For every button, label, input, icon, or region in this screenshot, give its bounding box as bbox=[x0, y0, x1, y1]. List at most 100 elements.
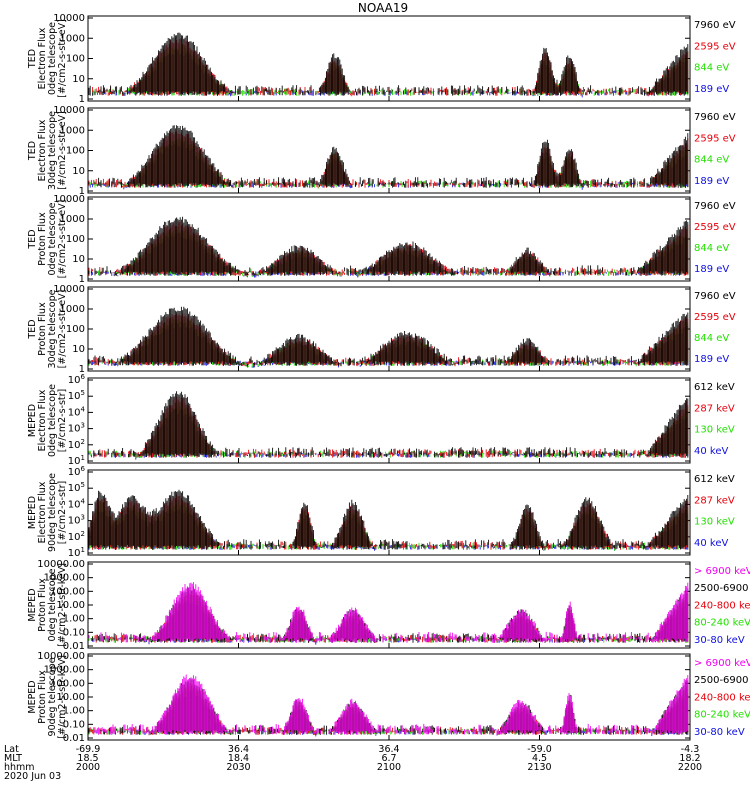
legend-entry: 2500-6900 bbox=[694, 583, 749, 594]
ytick-label: 103 bbox=[68, 514, 85, 527]
series-trace-black bbox=[88, 32, 689, 96]
legend-entry: 2500-6900 bbox=[694, 675, 749, 686]
legend-entry: 612 keV bbox=[694, 474, 735, 485]
ylabel-line: [#/cm2-s-str-eV] bbox=[57, 200, 68, 279]
legend-entry: > 6900 keV bbox=[694, 658, 750, 669]
legend-entry: 80-240 keV bbox=[694, 710, 750, 721]
ylabel-line: MEPED bbox=[27, 588, 38, 621]
series-trace-black bbox=[93, 391, 689, 458]
ylabel-line: 0deg telescope bbox=[47, 568, 58, 641]
legend-entry: 30-80 keV bbox=[694, 635, 745, 646]
xtick-hhmm: 2130 bbox=[527, 762, 551, 773]
ytick-exponent: 4 bbox=[81, 405, 86, 413]
legend-entry: 2595 eV bbox=[694, 41, 736, 52]
plot-title: NOAA19 bbox=[358, 1, 408, 15]
ylabel-line: 0deg telescope bbox=[47, 202, 58, 275]
xtick-mlt: 18.4 bbox=[228, 753, 249, 764]
ytick-label: 10000.00 bbox=[37, 651, 85, 662]
panel-6-ylabel: MEPED Electron Flux 90deg telescope [#/cm2-… bbox=[27, 473, 68, 552]
panel-5-ylabel: MEPED Electron Flux 0deg telescope [#/cm2-s… bbox=[27, 384, 68, 457]
x-row-label: hhmm bbox=[4, 762, 35, 773]
ytick-label: 10000 bbox=[53, 194, 85, 205]
legend-entry: 240-800 keV bbox=[694, 692, 750, 703]
legend-entry: 844 eV bbox=[694, 243, 729, 254]
legend-entry: 189 eV bbox=[694, 84, 729, 95]
series-trace-red bbox=[92, 37, 689, 97]
ytick-exponent: 3 bbox=[81, 422, 85, 430]
panels: TED Electron Flux 0deg telescope [#/cm2-s-s… bbox=[27, 13, 750, 744]
ytick-label: 0.01 bbox=[63, 733, 85, 744]
ytick-label: 1000.00 bbox=[44, 665, 85, 676]
ytick-label: 104 bbox=[68, 497, 86, 510]
legend-entry: 844 eV bbox=[694, 63, 729, 74]
legend-entry: 40 keV bbox=[694, 446, 728, 457]
legend-entry: 130 keV bbox=[694, 517, 735, 528]
ytick-exponent: 1 bbox=[81, 546, 85, 554]
legend-entry: 189 eV bbox=[694, 354, 729, 365]
xtick-mlt: 18.2 bbox=[679, 753, 700, 764]
xtick-hhmm: 2100 bbox=[377, 762, 401, 773]
legend-entry: 844 eV bbox=[694, 333, 729, 344]
panel-2-ylabel: TED Electron Flux 30deg telescope [#/cm2-s-… bbox=[27, 111, 68, 190]
legend-entry: 287 keV bbox=[694, 495, 735, 506]
legend-entry: 2595 eV bbox=[694, 222, 736, 233]
xtick-lat: -69.9 bbox=[76, 744, 101, 755]
x-row-label: 2020 Jun 03 bbox=[4, 771, 61, 782]
ytick-exponent: 6 bbox=[81, 465, 86, 473]
ylabel-line: Proton Flux bbox=[37, 670, 48, 724]
ylabel-line: [#/cm2-s-str-keV] bbox=[57, 563, 68, 647]
panel-1: TED Electron Flux 0deg telescope [#/cm2-s-s… bbox=[27, 13, 736, 105]
panel-frame bbox=[87, 561, 691, 649]
xtick-mlt: 18.5 bbox=[77, 753, 98, 764]
x-row-label: MLT bbox=[4, 753, 22, 764]
ylabel-line: MEPED bbox=[27, 404, 38, 437]
ylabel-line: 0deg telescope bbox=[47, 22, 58, 95]
legend-entry: 30-80 keV bbox=[694, 727, 745, 738]
ylabel-line: 90deg telescope bbox=[47, 657, 58, 736]
legend-entry: 7960 eV bbox=[694, 20, 736, 31]
ytick-label: 1.00 bbox=[63, 706, 85, 717]
series-trace-black bbox=[88, 306, 689, 366]
ytick-exponent: 3 bbox=[81, 514, 85, 522]
ylabel-line: Proton Flux bbox=[37, 302, 48, 356]
ytick-label: 106 bbox=[68, 373, 86, 386]
ytick-label: 10.00 bbox=[56, 692, 85, 703]
series-trace-magenta bbox=[94, 674, 689, 735]
ytick-label: 100.00 bbox=[50, 678, 85, 689]
ylabel-line: MEPED bbox=[27, 496, 38, 529]
ylabel-line: Proton Flux bbox=[37, 578, 48, 632]
ytick-label: 0.01 bbox=[63, 641, 85, 652]
panel-8-ylabel: MEPED Proton Flux 90deg telescope [#/cm2-s-… bbox=[27, 655, 68, 739]
ytick-label: 100 bbox=[66, 324, 85, 335]
ylabel-line: 90deg telescope bbox=[47, 473, 58, 552]
panel-1-ylabel: TED Electron Flux 0deg telescope [#/cm2-s-s… bbox=[27, 19, 68, 98]
xtick-lat: 36.4 bbox=[378, 744, 399, 755]
ytick-label: 1 bbox=[79, 274, 85, 285]
ytick-exponent: 2 bbox=[81, 438, 85, 446]
ytick-exponent: 6 bbox=[81, 373, 86, 381]
xtick-hhmm: 2030 bbox=[226, 762, 250, 773]
ytick-label: 10.00 bbox=[56, 600, 85, 611]
legend-entry: 7960 eV bbox=[694, 291, 736, 302]
ytick-label: 100 bbox=[66, 234, 85, 245]
legend-entry: 2595 eV bbox=[694, 133, 736, 144]
ytick-label: 102 bbox=[68, 530, 85, 543]
ytick-label: 1 bbox=[79, 94, 85, 105]
ylabel-line: Electron Flux bbox=[37, 27, 48, 89]
xtick-lat: -59.0 bbox=[527, 744, 552, 755]
ylabel-line: Electron Flux bbox=[37, 481, 48, 543]
ytick-label: 100 bbox=[66, 146, 85, 157]
ytick-label: 105 bbox=[68, 389, 85, 402]
panel-7-ylabel: MEPED Proton Flux 0deg telescope [#/cm2-s-s… bbox=[27, 563, 68, 647]
legend-entry: 612 keV bbox=[694, 382, 735, 393]
ytick-label: 1 bbox=[79, 186, 85, 197]
ytick-label: 10000 bbox=[53, 13, 85, 24]
panel-frame bbox=[87, 377, 691, 464]
panel-3: TED Proton Flux 0deg telescope [#/cm2-s-str… bbox=[27, 194, 736, 285]
legend-entry: 40 keV bbox=[694, 538, 728, 549]
series-trace-magenta bbox=[88, 582, 689, 643]
legend-entry: > 6900 keV bbox=[694, 566, 750, 577]
panel-4-ylabel: TED Proton Flux 30deg telescope [#/cm2-s-st… bbox=[27, 289, 68, 368]
panel-3-ylabel: TED Proton Flux 0deg telescope [#/cm2-s-str… bbox=[27, 200, 68, 279]
ytick-label: 10000 bbox=[53, 105, 85, 116]
